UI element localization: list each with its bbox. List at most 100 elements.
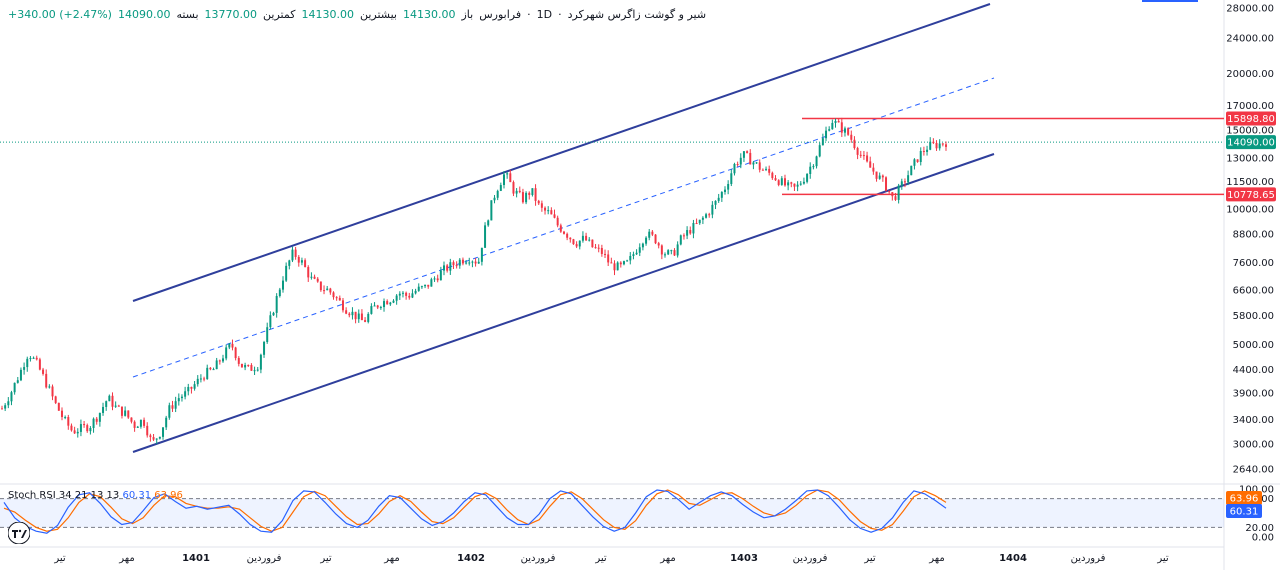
price-axis-tick: 15000.00 [1226,125,1274,136]
candle-body [780,178,783,185]
candle-body [102,406,105,413]
current-price-badge [1226,135,1276,150]
candle-body [199,378,202,380]
candle-body [338,297,341,301]
candle-body [607,254,610,263]
candle-body [4,405,7,409]
candle-body [405,292,408,296]
candle-body [212,369,215,371]
price-axis-tick: 6600.00 [1233,286,1274,297]
symbol-title[interactable]: شیر و گوشت زاگرس شهرکرد [567,8,707,21]
stoch-k-line [3,489,947,534]
candle-body [585,235,588,241]
close-label: بسته [176,8,199,21]
candle-body [818,145,821,157]
candle-body [657,243,660,246]
candle-body [424,284,427,287]
candle-body [525,192,528,203]
candle-body [938,143,941,149]
change-value: +340.00 (+2.47%) [8,8,112,21]
candle-body [196,378,199,385]
oscillator-name[interactable]: Stoch RSI 34 21 13 13 [8,490,120,501]
candle-body [695,223,698,225]
time-axis-label: 1402 [457,553,485,564]
candle-body [143,419,146,426]
candle-body [278,289,281,296]
time-axis-label: مهر [928,553,944,564]
time-axis-label: تیر [319,553,332,564]
candle-body [98,412,101,422]
time-axis-label: تیر [863,553,876,564]
candle-body [512,182,515,194]
candle-body [19,369,22,381]
candle-body [256,369,259,371]
candle-body [76,431,79,434]
candle-body [815,156,818,167]
candle-body [10,392,13,402]
candle-body [474,261,477,264]
candle-body [439,270,442,281]
candle-body [907,175,910,183]
candle-body [291,249,294,261]
price-axis-tick: 4400.00 [1233,365,1274,376]
candle-body [111,395,114,407]
candle-body [332,292,335,298]
candle-body [869,161,872,168]
candle-body [408,295,411,298]
candle-body [168,405,171,418]
candle-body [575,244,578,247]
candle-body [831,122,834,130]
oscillator-header: Stoch RSI 34 21 13 13 60.31 63.96 [8,490,183,501]
candle-body [389,302,392,305]
candle-body [373,305,376,307]
candle-body [461,259,464,264]
oscillator-axis-tick: 0.00 [1252,533,1274,544]
low-value: 13770.00 [204,8,258,21]
candle-body [386,301,389,305]
oscillator-value-badge [1226,491,1262,505]
candle-body [484,225,487,248]
candle-body [496,190,499,198]
candle-body [108,395,111,402]
candle-body [540,203,543,208]
candle-body [190,386,193,389]
open-value: 14130.00 [403,8,456,21]
candle-body [739,157,742,165]
tradingview-logo-icon[interactable] [8,522,30,544]
candle-body [544,207,547,211]
candle-body [26,358,29,368]
candle-body [761,169,764,171]
candle-body [57,402,60,411]
candle-body [894,196,897,200]
candle-body [534,188,537,201]
candle-body [307,267,310,278]
candle-body [550,210,553,215]
candle-body [351,311,354,316]
time-axis-label: فروردین [1071,553,1106,564]
candle-body [692,223,695,234]
candle-body [600,247,603,254]
candle-body [809,166,812,174]
candle-body [222,358,225,362]
candle-body [29,358,32,360]
candle-body [228,343,231,348]
time-axis-label: فروردین [247,553,282,564]
level-price-label: 15898.80 [1227,114,1275,125]
candle-body [158,436,161,439]
price-axis-tick: 28000.00 [1226,4,1274,15]
candle-body [604,253,607,255]
candle-body [875,171,878,179]
candle-body [490,200,493,221]
price-axis-tick: 3000.00 [1233,440,1274,451]
candle-body [367,313,370,322]
candle-body [733,163,736,174]
candle-body [177,398,180,402]
candle-body [105,401,108,407]
time-axis-label: مهر [118,553,134,564]
candle-body [746,151,749,153]
interval-label[interactable]: 1D [536,8,553,21]
price-axis-tick: 10000.00 [1226,205,1274,216]
open-label: باز [461,8,474,21]
candle-body [430,279,433,287]
